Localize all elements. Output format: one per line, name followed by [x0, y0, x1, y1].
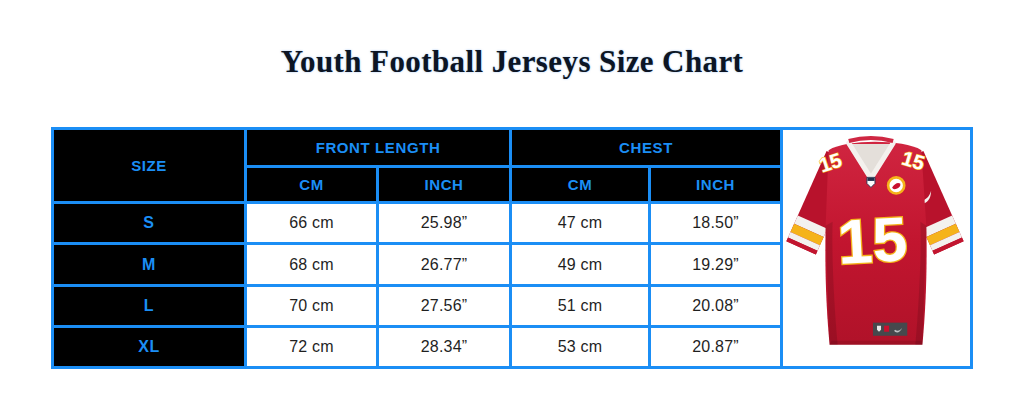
front-length-cm-value: 68 cm: [246, 244, 378, 285]
front-length-cm-value: 70 cm: [246, 285, 378, 326]
team-patch-icon: [888, 177, 904, 193]
front-length-inch-value: 27.56”: [378, 285, 511, 326]
size-label: S: [53, 203, 246, 244]
size-chart-table: SIZE FRONT LENGTH CHEST: [51, 127, 973, 369]
front-length-inch-value: 28.34”: [378, 326, 511, 367]
chest-cm-value: 47 cm: [511, 203, 650, 244]
chest-cm-value: 51 cm: [511, 285, 650, 326]
jersey-number-chest: 15: [835, 203, 908, 277]
column-header-size: SIZE: [53, 129, 246, 203]
column-header-front-length: FRONT LENGTH: [246, 129, 511, 167]
column-header-chest-cm: CM: [511, 167, 650, 203]
column-header-front-length-cm: CM: [246, 167, 378, 203]
front-length-cm-value: 66 cm: [246, 203, 378, 244]
chest-inch-value: 18.50”: [650, 203, 782, 244]
size-label: XL: [53, 326, 246, 367]
jock-tag: [872, 323, 906, 336]
column-header-front-length-inch: INCH: [378, 167, 511, 203]
page-title: Youth Football Jerseys Size Chart: [0, 44, 1024, 80]
size-label: L: [53, 285, 246, 326]
column-header-chest: CHEST: [511, 129, 782, 167]
football-jersey-illustration: 15 15 15: [786, 133, 968, 363]
front-length-inch-value: 25.98”: [378, 203, 511, 244]
chest-inch-value: 19.29”: [650, 244, 782, 285]
header-row-groups: SIZE FRONT LENGTH CHEST: [53, 129, 972, 167]
front-length-cm-value: 72 cm: [246, 326, 378, 367]
front-length-inch-value: 26.77”: [378, 244, 511, 285]
chest-inch-value: 20.08”: [650, 285, 782, 326]
jersey-product-image: 15 15 15: [782, 129, 972, 368]
chest-inch-value: 20.87”: [650, 326, 782, 367]
column-header-chest-inch: INCH: [650, 167, 782, 203]
chest-cm-value: 49 cm: [511, 244, 650, 285]
size-label: M: [53, 244, 246, 285]
chest-cm-value: 53 cm: [511, 326, 650, 367]
